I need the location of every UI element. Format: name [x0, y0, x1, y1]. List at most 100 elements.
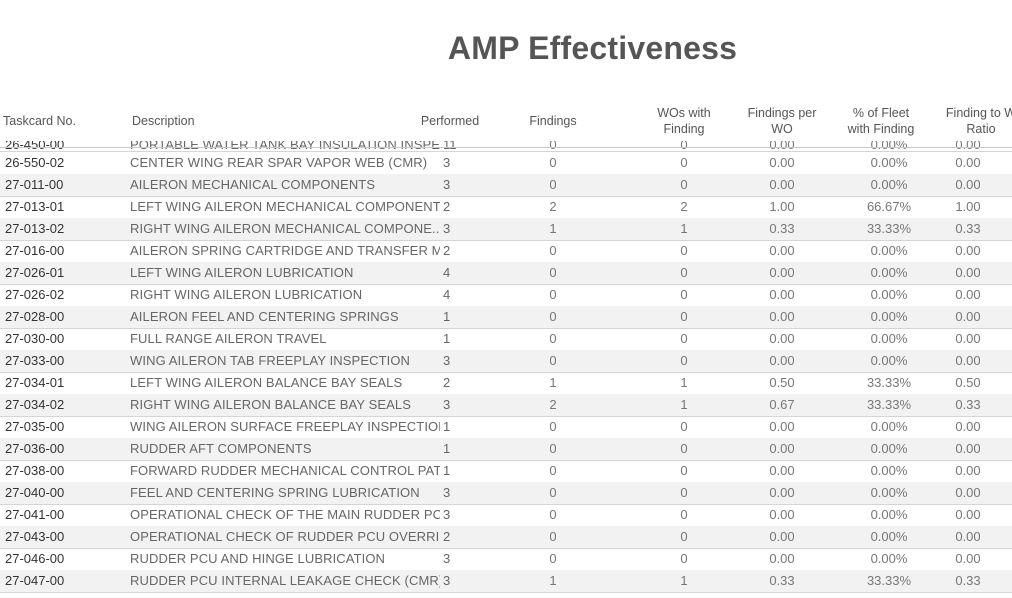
cell-description: LEFT WING AILERON BALANCE BAY SEALS: [130, 375, 403, 390]
col-header-ratio-line2: Ratio: [966, 122, 996, 136]
table-row[interactable]: 27-036-00 RUDDER AFT COMPONENTS 1 0 0 0.00 0.0…: [0, 438, 1012, 461]
col-header-ratio-line1: Finding to W: [945, 106, 1012, 120]
cell-ratio: 0.33: [955, 573, 981, 588]
cell-description: CENTER WING REAR SPAR VAPOR WEB (CMR): [130, 155, 428, 170]
col-header-performed-label: Performed: [420, 114, 480, 128]
col-header-fpw-line1: Findings per: [747, 106, 817, 120]
cell-ratio: 0.00: [955, 287, 981, 302]
table-row[interactable]: 27-035-00 WING AILERON SURFACE FREEPLAY I…: [0, 416, 1012, 439]
cell-findings: 1: [549, 221, 557, 236]
col-header-fpw-line2: WO: [771, 122, 793, 136]
cell-ratio: 0.00: [955, 155, 981, 170]
table-row[interactable]: 27-028-00 AILERON FEEL AND CENTERING SPRI…: [0, 306, 1012, 329]
cell-pct-fleet: 33.33%: [866, 573, 912, 588]
col-header-findings[interactable]: Findings: [515, 96, 591, 146]
cell-description: RIGHT WING AILERON BALANCE BAY SEALS: [130, 397, 412, 412]
cell-findings: 0: [549, 155, 557, 170]
cell-performed: 1: [443, 309, 451, 324]
cell-description: RUDDER PCU INTERNAL LEAKAGE CHECK (CMR): [130, 573, 440, 588]
cell-findings-per-wo: 0.00: [769, 309, 795, 324]
cell-findings-per-wo: 0.33: [769, 221, 795, 236]
cell-ratio: 0.00: [955, 419, 981, 434]
cell-findings: 1: [549, 573, 557, 588]
cell-taskcard: 27-028-00: [5, 309, 65, 324]
cell-pct-fleet: 33.33%: [866, 375, 912, 390]
cell-ratio: 0.50: [955, 375, 981, 390]
cell-performed: 3: [443, 221, 451, 236]
col-header-findings-label: Findings: [529, 114, 577, 128]
cell-wos: 0: [680, 529, 688, 544]
table-row[interactable]: 27-038-00 FORWARD RUDDER MECHANICAL CONTR…: [0, 460, 1012, 483]
col-header-wos-with-finding[interactable]: WOs with Finding: [640, 96, 728, 146]
table-row[interactable]: 27-013-01 LEFT WING AILERON MECHANICAL CO…: [0, 196, 1012, 219]
cell-ratio: 0.00: [955, 551, 981, 566]
cell-taskcard: 27-026-01: [5, 265, 65, 280]
cell-pct-fleet: 0.00%: [870, 331, 908, 346]
table-row[interactable]: 27-016-00 AILERON SPRING CARTRIDGE AND TR…: [0, 240, 1012, 263]
cell-description: FORWARD RUDDER MECHANICAL CONTROL PATH: [130, 463, 440, 478]
cell-findings: 0: [549, 287, 557, 302]
table-row[interactable]: 27-026-01 LEFT WING AILERON LUBRICATION 4 0…: [0, 262, 1012, 285]
cell-findings-per-wo: 0.00: [769, 331, 795, 346]
cell-findings: 0: [549, 243, 557, 258]
cell-wos: 0: [680, 243, 688, 258]
table-row[interactable]: 27-040-00 FEEL AND CENTERING SPRING LUBRI…: [0, 482, 1012, 505]
table-row[interactable]: 27-033-00 WING AILERON TAB FREEPLAY INSPE…: [0, 350, 1012, 373]
cell-description: FULL RANGE AILERON TRAVEL: [130, 331, 327, 346]
cell-findings: 0: [549, 309, 557, 324]
cell-pct-fleet: 0.00%: [870, 419, 908, 434]
col-header-description-label: Description: [132, 114, 195, 128]
col-header-finding-ratio[interactable]: Finding to W Ratio: [936, 96, 1012, 146]
table-row[interactable]: 27-043-00 OPERATIONAL CHECK OF RUDDER PCU…: [0, 526, 1012, 549]
cell-ratio: 0.00: [955, 507, 981, 522]
table-row[interactable]: 27-041-00 OPERATIONAL CHECK OF THE MAIN R…: [0, 504, 1012, 527]
cell-taskcard: 27-034-01: [5, 375, 65, 390]
cell-taskcard: 27-047-00: [5, 573, 65, 588]
cell-findings: 0: [549, 353, 557, 368]
table-row[interactable]: 27-011-00 AILERON MECHANICAL COMPONENTS 3 0…: [0, 174, 1012, 197]
cell-findings-per-wo: 0.50: [769, 375, 795, 390]
table-row[interactable]: 26-550-02 CENTER WING REAR SPAR VAPOR WEB…: [0, 152, 1012, 175]
cell-findings-per-wo: 0.00: [769, 155, 795, 170]
col-header-description[interactable]: Description: [132, 96, 252, 146]
effectiveness-table[interactable]: Taskcard No. Description Performed Findi…: [0, 96, 1012, 598]
table-row[interactable]: 27-030-00 FULL RANGE AILERON TRAVEL 1 0 0 0.0…: [0, 328, 1012, 351]
cell-performed: 3: [443, 551, 451, 566]
table-row[interactable]: 27-046-00 RUDDER PCU AND HINGE LUBRICATIO…: [0, 548, 1012, 571]
table-row[interactable]: 27-026-02 RIGHT WING AILERON LUBRICATION 4…: [0, 284, 1012, 307]
cell-ratio: 0.00: [955, 485, 981, 500]
cell-description: LEFT WING AILERON MECHANICAL COMPONENTS: [130, 199, 440, 214]
cell-findings-per-wo: 0.00: [769, 551, 795, 566]
cell-taskcard: 27-030-00: [5, 331, 65, 346]
table-row[interactable]: 27-047-00 RUDDER PCU INTERNAL LEAKAGE CHE…: [0, 570, 1012, 593]
cell-performed: 3: [443, 485, 451, 500]
cell-taskcard: 27-013-01: [5, 199, 65, 214]
cell-wos: 0: [680, 309, 688, 324]
cell-description: AILERON MECHANICAL COMPONENTS: [130, 177, 376, 192]
col-header-findings-per-wo[interactable]: Findings per WO: [737, 96, 827, 146]
cell-findings-per-wo: 0.33: [769, 573, 795, 588]
col-header-pct-fleet[interactable]: % of Fleet with Finding: [837, 96, 925, 146]
cell-performed: 2: [443, 199, 451, 214]
cell-pct-fleet: 33.33%: [866, 221, 912, 236]
cell-pct-fleet: 0.00%: [870, 287, 908, 302]
cell-wos: 0: [680, 177, 688, 192]
cell-ratio: 0.00: [955, 265, 981, 280]
cell-wos: 0: [680, 353, 688, 368]
cell-wos: 1: [680, 375, 688, 390]
cell-wos: 0: [680, 441, 688, 456]
cell-description: PORTABLE WATER TANK BAY INSULATION INSPE…: [130, 141, 440, 152]
table-row-partial[interactable]: 26-450-00 PORTABLE WATER TANK BAY INSULA…: [0, 141, 1012, 152]
col-header-performed[interactable]: Performed: [410, 96, 490, 146]
cell-performed: 1: [443, 419, 451, 434]
table-row[interactable]: 27-013-02 RIGHT WING AILERON MECHANICAL C…: [0, 218, 1012, 241]
table-row[interactable]: 27-034-01 LEFT WING AILERON BALANCE BAY S…: [0, 372, 1012, 395]
cell-pct-fleet: 0.00%: [870, 243, 908, 258]
col-header-taskcard[interactable]: Taskcard No.: [3, 96, 113, 146]
cell-description: AILERON SPRING CARTRIDGE AND TRANSFER M.…: [130, 243, 440, 258]
cell-wos: 0: [680, 287, 688, 302]
cell-pct-fleet: 0.00%: [870, 507, 908, 522]
cell-findings: 2: [549, 397, 557, 412]
table-row[interactable]: 27-034-02 RIGHT WING AILERON BALANCE BAY …: [0, 394, 1012, 417]
col-header-pct-line1: % of Fleet: [852, 106, 910, 120]
